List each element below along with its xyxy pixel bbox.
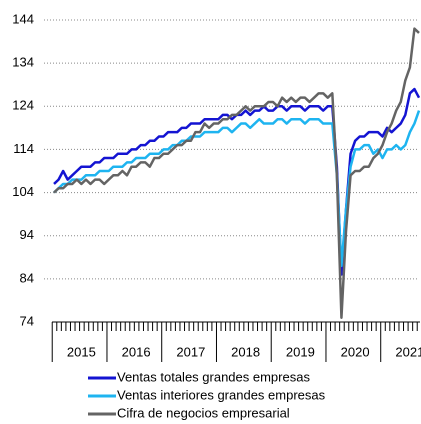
x-tick-label: 2019 bbox=[286, 344, 315, 359]
legend-label: Ventas totales grandes empresas bbox=[117, 369, 310, 384]
legend-label: Ventas interiores grandes empresas bbox=[117, 387, 326, 402]
y-tick-label: 74 bbox=[20, 313, 34, 328]
x-tick-label: 2021 bbox=[395, 344, 421, 359]
y-tick-label: 144 bbox=[12, 11, 34, 26]
y-tick-label: 94 bbox=[20, 227, 34, 242]
line-series bbox=[53, 110, 421, 268]
x-tick-label: 2017 bbox=[176, 344, 205, 359]
legend-label: Cifra de negocios empresarial bbox=[117, 405, 290, 420]
y-tick-label: 84 bbox=[20, 270, 34, 285]
line-series bbox=[53, 27, 420, 319]
y-tick-label: 134 bbox=[12, 55, 34, 70]
x-tick-label: 2018 bbox=[231, 344, 260, 359]
x-tick-label: 2015 bbox=[67, 344, 96, 359]
x-tick-label: 2016 bbox=[122, 344, 151, 359]
y-tick-label: 104 bbox=[12, 184, 34, 199]
y-tick-label: 124 bbox=[12, 98, 34, 113]
x-tick-label: 2020 bbox=[341, 344, 370, 359]
y-tick-label: 114 bbox=[13, 141, 34, 156]
line-series bbox=[53, 87, 421, 276]
